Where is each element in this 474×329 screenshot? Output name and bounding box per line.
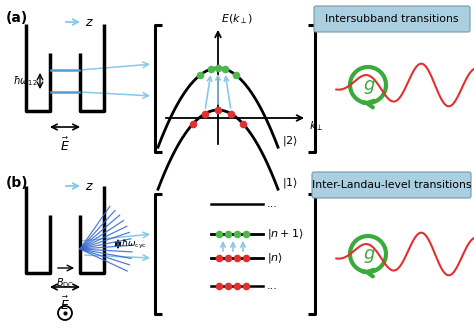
Text: $|2\rangle$: $|2\rangle$	[282, 134, 298, 148]
Text: $\vec{E}$: $\vec{E}$	[60, 137, 70, 154]
Text: $|n+1\rangle$: $|n+1\rangle$	[267, 227, 304, 241]
Text: $z$: $z$	[85, 15, 94, 29]
Text: $\vec{E}$: $\vec{E}$	[60, 296, 70, 313]
Text: $k_\perp$: $k_\perp$	[309, 119, 324, 133]
Text: ...: ...	[267, 199, 278, 209]
Text: $\hbar\omega_{\mathrm{cyc}}$: $\hbar\omega_{\mathrm{cyc}}$	[121, 238, 147, 251]
Text: $z$: $z$	[85, 180, 94, 192]
Text: $g$: $g$	[363, 247, 375, 265]
Text: $E(k_\perp)$: $E(k_\perp)$	[221, 13, 253, 26]
Text: (b): (b)	[6, 176, 28, 190]
Text: $B_{\mathrm{DC}}$: $B_{\mathrm{DC}}$	[56, 276, 74, 290]
Text: $g$: $g$	[363, 78, 375, 96]
Text: $|1\rangle$: $|1\rangle$	[282, 176, 298, 190]
FancyBboxPatch shape	[312, 172, 471, 198]
Text: Intersubband transitions: Intersubband transitions	[325, 14, 459, 24]
Text: Inter-Landau-level transitions: Inter-Landau-level transitions	[312, 180, 471, 190]
Text: ...: ...	[267, 281, 278, 291]
Text: $|n\rangle$: $|n\rangle$	[267, 251, 283, 265]
FancyBboxPatch shape	[314, 6, 470, 32]
Text: (a): (a)	[6, 11, 28, 25]
Text: $\hbar\omega_{12}$: $\hbar\omega_{12}$	[13, 74, 38, 88]
